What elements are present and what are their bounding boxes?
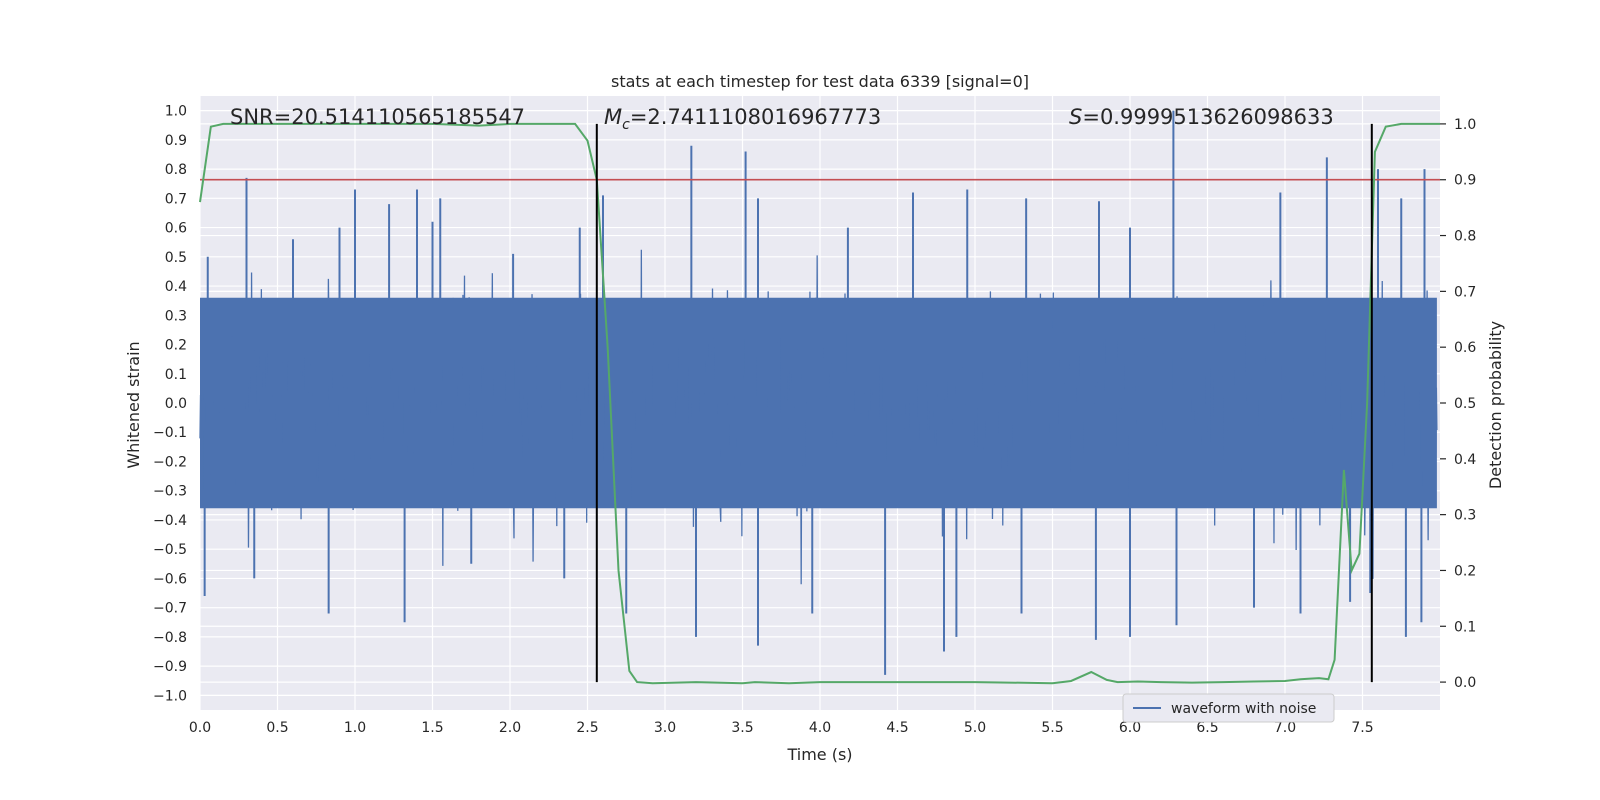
x-tick-label: 4.5 <box>886 720 908 736</box>
x-tick-label: 0.5 <box>266 720 288 736</box>
waveform-line <box>199 249 1438 585</box>
probability-line <box>199 122 1440 685</box>
x-tick-label: 3.5 <box>731 720 753 736</box>
x-tick-label: 2.5 <box>576 720 598 736</box>
y-tick-label: −0.7 <box>153 601 187 617</box>
legend-label-waveform: waveform with noise <box>1171 701 1316 717</box>
y2-tick-label: 0.1 <box>1454 619 1476 635</box>
x-tick-label: 0.0 <box>189 720 211 736</box>
y-tick-label: −0.2 <box>153 454 187 470</box>
y-tick-label: −1.0 <box>153 688 187 704</box>
y-axis-ticks: 1.0 0.9 0.8 0.7 0.6 0.5 0.4 0.3 0.2 0.1 0.0 −0.1 −0.… <box>153 104 187 705</box>
x-tick-label: 7.0 <box>1274 720 1296 736</box>
x-tick-label: 5.5 <box>1041 720 1063 736</box>
chirp-mass-subscript: c <box>622 117 630 133</box>
s-annotation: S=0.9999513626098633 <box>1069 105 1334 129</box>
y-tick-label: 0.1 <box>165 367 187 383</box>
y-tick-label: −0.1 <box>153 425 187 441</box>
snr-annotation: SNR=20.514110565185547 <box>230 105 525 129</box>
y2-tick-label: 0.5 <box>1454 396 1476 412</box>
x-tick-label: 2.0 <box>499 720 521 736</box>
legend: waveform with noise <box>1122 693 1335 723</box>
y-tick-label: 0.5 <box>165 250 187 266</box>
x-tick-label: 1.5 <box>421 720 443 736</box>
y2-tick-label: 0.4 <box>1454 452 1476 468</box>
y-tick-label: −0.3 <box>153 484 187 500</box>
x-axis-label: Time (s) <box>786 745 852 764</box>
y-tick-label: −0.4 <box>153 513 187 529</box>
y-tick-label: 0.6 <box>165 221 187 237</box>
y-tick-label: 0.8 <box>165 162 187 178</box>
x-tick-label: 5.0 <box>964 720 986 736</box>
chirp-mass-annotation: Mc=2.7411108016967773 <box>604 105 881 133</box>
y-tick-label: −0.6 <box>153 571 187 587</box>
vertical-markers <box>595 123 1373 683</box>
x-tick-label: 3.0 <box>654 720 676 736</box>
y-tick-label: 0.2 <box>165 338 187 354</box>
y2-tick-label: 0.2 <box>1454 563 1476 579</box>
probability-series <box>199 122 1440 685</box>
y2-axis-ticks: 1.0 0.9 0.8 0.7 0.6 0.5 0.4 0.3 0.2 0.1 0.0 <box>1440 117 1476 691</box>
x-tick-label: 1.0 <box>344 720 366 736</box>
y2-tick-label: 0.6 <box>1454 340 1476 356</box>
y-tick-label: −0.5 <box>153 542 187 558</box>
y-tick-label: 0.3 <box>165 308 187 324</box>
y-tick-label: 0.7 <box>165 191 187 207</box>
x-tick-label: 6.5 <box>1196 720 1218 736</box>
chirp-mass-symbol: M <box>604 105 622 129</box>
chirp-mass-value: =2.7411108016967773 <box>630 105 881 129</box>
y2-tick-label: 0.7 <box>1454 284 1476 300</box>
waveform-series <box>199 110 1438 675</box>
s-symbol: S <box>1069 105 1082 129</box>
x-tick-label: 4.0 <box>809 720 831 736</box>
y-tick-label: 0.9 <box>165 133 187 149</box>
legend-box <box>1122 693 1335 723</box>
x-tick-label: 6.0 <box>1119 720 1141 736</box>
x-tick-label: 7.5 <box>1351 720 1373 736</box>
y-tick-label: 0.4 <box>165 279 187 295</box>
y2-tick-label: 0.9 <box>1454 173 1476 189</box>
y2-tick-label: 1.0 <box>1454 117 1476 133</box>
y-tick-label: −0.8 <box>153 630 187 646</box>
y2-tick-label: 0.0 <box>1454 675 1476 691</box>
y2-tick-label: 0.3 <box>1454 508 1476 524</box>
chart-title: stats at each timestep for test data 633… <box>611 72 1029 91</box>
y-axis-label: Whitened strain <box>124 341 143 468</box>
y2-axis-label: Detection probability <box>1486 321 1505 489</box>
s-value: =0.9999513626098633 <box>1082 105 1333 129</box>
y2-tick-label: 0.8 <box>1454 229 1476 245</box>
y-tick-label: 0.0 <box>165 396 187 412</box>
y-tick-label: −0.9 <box>153 659 187 675</box>
x-axis-ticks: 0.0 0.5 1.0 1.5 2.0 2.5 3.0 3.5 4.0 4.5 5.0 5.5 6.0 6… <box>189 720 1374 736</box>
y-tick-label: 1.0 <box>165 104 187 120</box>
